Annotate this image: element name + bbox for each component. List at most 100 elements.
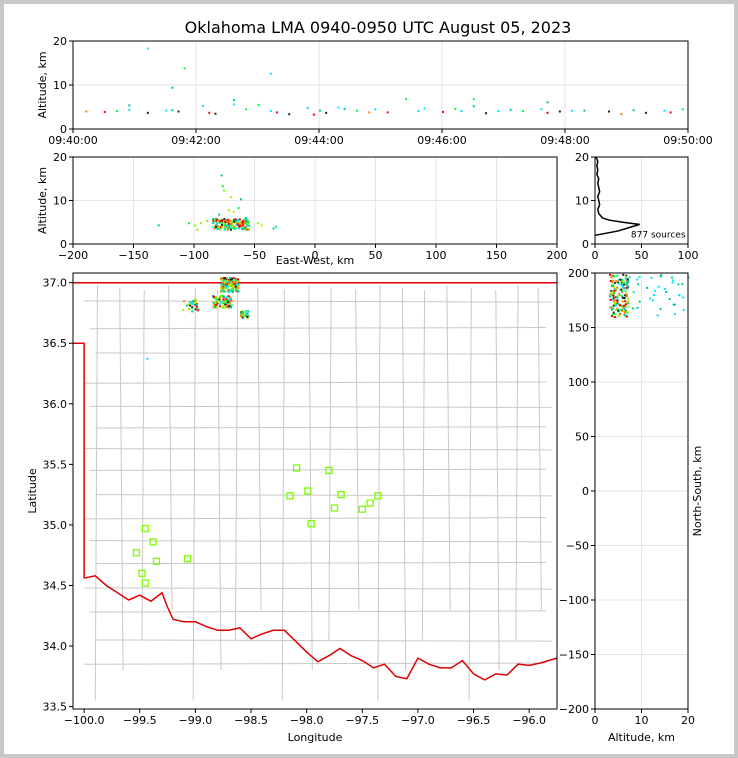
x-tick-label: 0: [592, 249, 599, 262]
plan-view-source-point: [217, 299, 220, 302]
plan-view-source-point: [183, 300, 186, 303]
plan-view-source-point: [222, 298, 225, 301]
plan-view-source-point: [191, 300, 194, 303]
county-line: [328, 287, 332, 640]
altitude-ns-source-point: [651, 299, 654, 302]
x-tick-label: 09:40:00: [48, 134, 97, 147]
plan-view-source-point: [235, 281, 238, 284]
ew-altitude-point: [234, 226, 237, 229]
altitude-ns-source-point: [620, 308, 623, 311]
ew-altitude-point: [228, 223, 231, 226]
plan-view-source-point: [228, 298, 231, 301]
altitude-ns-source-point: [636, 278, 639, 281]
ew-altitude-point: [238, 221, 241, 224]
lma-station-marker: [330, 504, 339, 512]
time-altitude-point: [583, 109, 586, 112]
altitude-ns-source-point: [617, 302, 620, 305]
ew-altitude-point: [245, 219, 248, 222]
county-line: [89, 405, 552, 408]
time-altitude-point: [509, 108, 512, 111]
altitude-ns-source-point: [611, 280, 614, 283]
time-altitude-point: [325, 111, 328, 114]
altitude-ns-source-point: [638, 300, 641, 303]
ew-altitude-point: [225, 225, 228, 228]
time-altitude-point: [214, 112, 217, 115]
ew-altitude-point: [226, 224, 229, 227]
plan-view-source-point: [213, 296, 216, 299]
altitude-ns-source-point: [615, 308, 618, 311]
altitude-ns-source-point: [660, 274, 663, 277]
altitude-ns-source-point: [627, 311, 630, 314]
ew-altitude-point: [216, 226, 219, 229]
y-axis-label: Latitude: [26, 468, 39, 514]
y-tick-label: 35.5: [43, 458, 68, 471]
x-tick-label: −97.0: [401, 714, 435, 727]
county-line: [95, 639, 552, 642]
plan-view-source-point: [214, 300, 217, 303]
plan-view-source-point: [227, 290, 230, 293]
time-altitude-point: [337, 106, 340, 109]
time-altitude-point: [232, 99, 235, 102]
plan-view-source-point: [229, 301, 232, 304]
plan-view-source-point: [223, 290, 226, 293]
y-tick-label: 50: [575, 431, 589, 444]
time-altitude-point: [681, 108, 684, 111]
altitude-ns-source-point: [613, 275, 616, 278]
plan-view-source-point: [221, 302, 224, 305]
time-altitude-point: [208, 111, 211, 114]
plan-view-source-point: [214, 295, 217, 298]
ew-altitude-point: [213, 227, 216, 230]
y-tick-label: −150: [559, 649, 589, 662]
ew-altitude-point: [247, 224, 250, 227]
plan-view-source-point: [215, 306, 218, 309]
plan-view-source-point: [187, 303, 190, 306]
altitude-ns-source-point: [618, 294, 621, 297]
x-tick-label: −50: [243, 249, 266, 262]
y-tick-label: 10: [575, 195, 589, 208]
y-tick-label: 20: [53, 35, 67, 48]
altitude-ns-source-point: [621, 309, 624, 312]
ew-altitude-point: [225, 219, 228, 222]
altitude-ns-source-point: [626, 305, 629, 308]
county-line: [401, 287, 407, 671]
ew-altitude-point: [214, 220, 217, 223]
x-tick-label: 09:48:00: [540, 134, 589, 147]
altitude-ns-source-point: [659, 308, 662, 311]
ew-altitude-point: [241, 225, 244, 228]
y-tick-label: 0: [60, 238, 67, 251]
county-line: [84, 381, 546, 384]
altitude-ns-source-point: [610, 289, 613, 292]
altitude-ns-source-point: [612, 313, 615, 316]
plan-view-source-point: [185, 304, 188, 307]
altitude-ns-source-point: [612, 286, 615, 289]
ew-altitude-point: [232, 227, 235, 230]
ew-altitude-point: [223, 189, 226, 192]
altitude-ns-source-point: [668, 297, 671, 300]
lma-station-marker: [132, 549, 141, 557]
plan-view-source-point: [222, 285, 225, 288]
ew-altitude-point: [244, 217, 247, 220]
altitude-histogram-line: [594, 156, 640, 237]
ew-altitude-point: [226, 226, 229, 229]
plan-view-source-point: [229, 289, 232, 292]
x-tick-label: −99.5: [123, 714, 157, 727]
altitude-ns-source-point: [678, 294, 681, 297]
lma-station-marker: [307, 520, 315, 528]
time-altitude-point: [386, 111, 389, 114]
plan-view-source-point: [245, 309, 248, 312]
altitude-ns-source-point: [626, 299, 629, 302]
county-line: [89, 468, 546, 471]
x-tick-label: 20: [681, 714, 695, 727]
altitude-ns-source-point: [614, 302, 617, 305]
altitude-ns-source-point: [614, 303, 617, 306]
altitude-ns-source-point: [625, 310, 628, 313]
altitude-ns-source-point: [657, 285, 660, 288]
plan-view-source-point: [221, 294, 224, 297]
ew-altitude-point: [232, 210, 235, 213]
time-altitude-point: [374, 108, 377, 111]
altitude-ns-source-point: [616, 299, 619, 302]
y-tick-label: 20: [575, 151, 589, 164]
ew-altitude-point: [223, 228, 226, 231]
plan-view-source-point: [237, 283, 240, 286]
county-line: [84, 300, 552, 303]
